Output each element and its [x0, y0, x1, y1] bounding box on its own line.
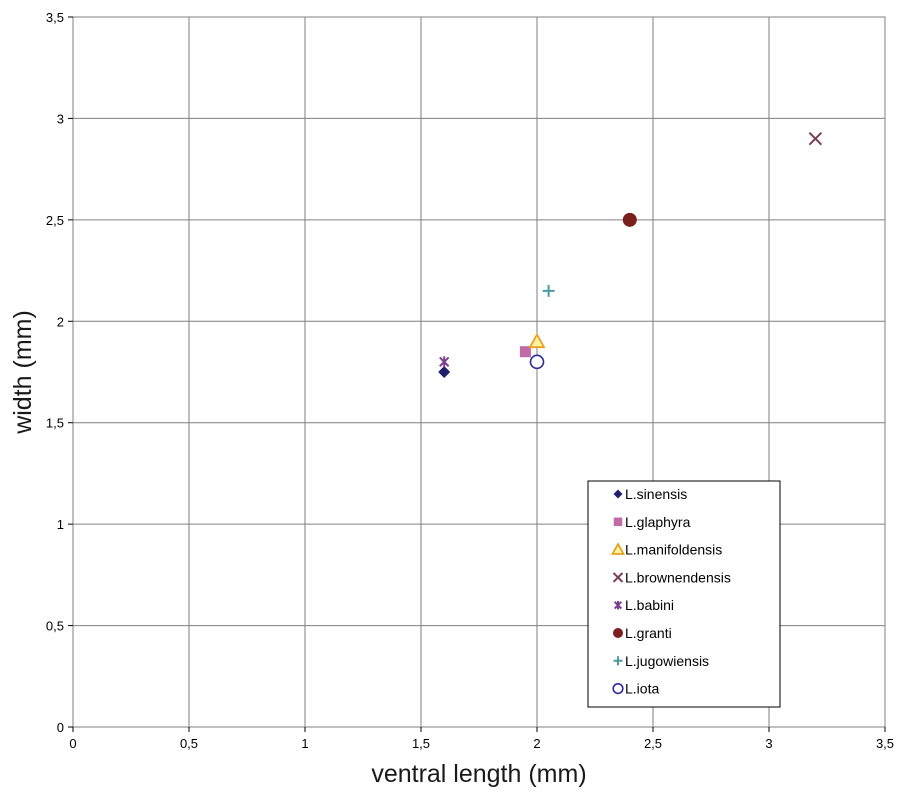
plot-area-border [72, 16, 886, 728]
marker-l-manifoldensis-point [528, 332, 546, 349]
marker-l-babini-point [439, 356, 450, 368]
legend-label: L.granti [625, 625, 672, 641]
y-tick-label: 0,5 [46, 619, 64, 634]
x-tick-label: 1,5 [412, 736, 430, 751]
legend-item: L.babini [613, 597, 674, 613]
marker-l-jugowiensis-legend [613, 656, 623, 666]
marker-l-granti-legend [613, 628, 623, 638]
y-tick-label: 3 [57, 111, 64, 126]
marker-l-iota-point [529, 354, 545, 370]
legend-item: L.manifoldensis [610, 542, 722, 558]
x-tick-label: 3,5 [876, 736, 894, 751]
legend-label: L.manifoldensis [625, 542, 722, 558]
legend-label: L.iota [625, 681, 659, 697]
marker-l-jugowiensis-point [542, 284, 555, 297]
legend: L.sinensis L.glaphyra L.manifoldensis L.bro… [587, 480, 781, 708]
legend-label: L.babini [625, 597, 674, 613]
data-points [438, 132, 823, 378]
marker-l-babini-legend [613, 601, 623, 610]
x-tick-label: 0,5 [180, 736, 198, 751]
x-axis-ticks: 0 0,5 1 1,5 2 2,5 3 3,5 [69, 727, 894, 751]
legend-item: L.iota [612, 681, 659, 697]
legend-label: L.jugowiensis [625, 653, 709, 669]
legend-item: L.glaphyra [613, 514, 691, 530]
y-tick-label: 1,5 [46, 416, 64, 431]
marker-l-glaphyra-point [519, 346, 531, 358]
y-axis-ticks: 0 0,5 1 1,5 2 2,5 3 3,5 [46, 10, 73, 735]
legend-label: L.sinensis [625, 486, 687, 502]
x-tick-label: 2,5 [644, 736, 662, 751]
marker-l-glaphyra-legend [613, 517, 623, 527]
marker-l-granti-point [622, 212, 637, 227]
x-tick-label: 0 [69, 736, 76, 751]
marker-l-brownendensis-point [808, 132, 823, 146]
x-tick-label: 1 [301, 736, 308, 751]
marker-l-manifoldensis-legend [610, 542, 626, 555]
legend-label: L.brownendensis [625, 569, 731, 585]
y-tick-label: 1 [57, 517, 64, 532]
y-tick-label: 2,5 [46, 213, 64, 228]
x-tick-label: 3 [765, 736, 772, 751]
y-tick-label: 0 [57, 720, 64, 735]
marker-l-brownendensis-legend [612, 572, 624, 583]
legend-item: L.sinensis [613, 486, 687, 502]
legend-item: L.jugowiensis [613, 653, 709, 669]
marker-l-iota-legend [612, 682, 624, 695]
x-axis-title: ventral length (mm) [371, 760, 586, 788]
legend-item: L.granti [613, 625, 672, 641]
legend-label: L.glaphyra [625, 514, 691, 530]
y-tick-label: 3,5 [46, 10, 64, 25]
marker-l-sinensis-point [438, 366, 451, 378]
x-tick-label: 2 [533, 736, 540, 751]
y-axis-title: width (mm) [9, 310, 37, 435]
legend-item: L.brownendensis [612, 569, 731, 585]
marker-l-sinensis-legend [613, 489, 623, 499]
y-tick-label: 2 [57, 314, 64, 329]
